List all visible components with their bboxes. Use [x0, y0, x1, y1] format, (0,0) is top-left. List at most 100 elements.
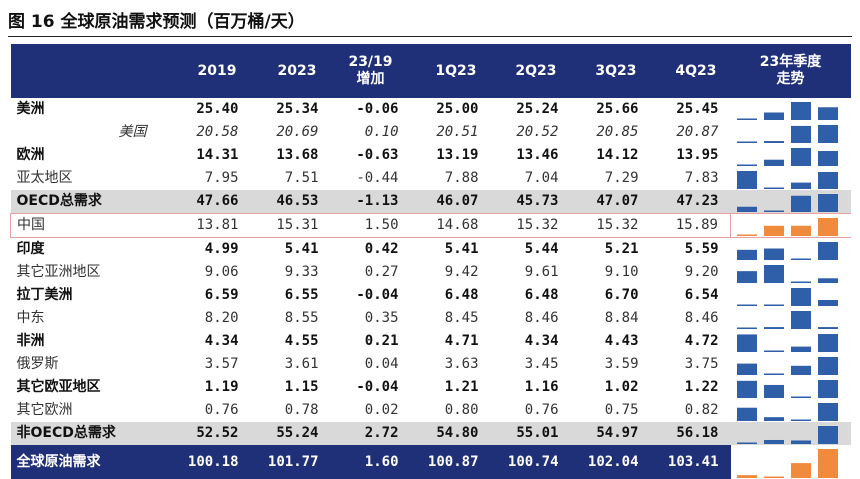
cell-change: 2.72 [330, 422, 411, 445]
cell-3q23: 8.84 [604, 310, 639, 326]
cell-2019: 13.81 [172, 213, 251, 238]
table-body: 美洲 25.40 25.34 -0.06 25.00 25.24 25.66 25.45 美国 2… [10, 98, 851, 479]
cell-1q23: 20.51 [436, 124, 479, 140]
trend-sparkline [736, 380, 838, 398]
row-label: 其它欧亚地区 [16, 379, 101, 395]
table-row: 全球原油需求 100.18 101.77 1.60 100.87 100.74 102.04… [10, 445, 851, 479]
cell-4q23: 9.20 [684, 264, 719, 280]
cell-1q23: 13.19 [436, 147, 479, 163]
cell-2q23: 9.61 [524, 264, 559, 280]
row-label: 中国 [10, 213, 173, 238]
cell-1q23: 46.07 [410, 190, 491, 214]
cell-change: 1.50 [330, 213, 411, 238]
cell-3q23: 9.10 [604, 264, 639, 280]
table-row: OECD总需求 47.66 46.53 -1.13 46.07 45.73 47.07 47.… [10, 190, 851, 214]
cell-3q23: 102.04 [570, 445, 651, 479]
cell-trend [731, 307, 851, 330]
trend-bar-q3 [790, 182, 811, 189]
trend-bar-q4 [817, 403, 838, 421]
cell-2023: 4.55 [284, 333, 319, 349]
cell-2019: 4.34 [204, 333, 239, 349]
cell-2019: 9.06 [204, 264, 239, 280]
trend-bar-q2 [763, 384, 784, 398]
trend-bar-q2 [763, 327, 784, 329]
cell-trend [731, 284, 851, 307]
trend-bar-q3 [790, 346, 811, 352]
cell-2q23: 6.48 [524, 287, 559, 303]
row-label: 欧洲 [16, 147, 45, 163]
trend-bar-q2 [763, 373, 784, 375]
cell-2019: 7.95 [204, 170, 239, 186]
cell-1q23: 14.68 [410, 213, 491, 238]
trend-bar-q3 [790, 102, 811, 120]
cell-change: -0.04 [356, 379, 399, 395]
cell-2023: 15.31 [250, 213, 331, 238]
trend-bar-q3 [790, 148, 811, 166]
cell-2q23: 15.32 [490, 213, 571, 238]
trend-bar-q4 [817, 334, 838, 352]
cell-1q23: 25.00 [436, 101, 479, 117]
table-row: 拉丁美洲 6.59 6.55 -0.04 6.48 6.48 6.70 6.54 [11, 284, 851, 307]
cell-4q23: 1.22 [684, 379, 719, 395]
cell-4q23: 103.41 [650, 445, 731, 479]
row-label: 中东 [16, 310, 45, 326]
trend-bar-q1 [736, 271, 757, 283]
cell-2019: 1.19 [204, 379, 239, 395]
cell-1q23: 8.45 [444, 310, 479, 326]
cell-4q23: 6.54 [684, 287, 719, 303]
cell-2023: 7.51 [284, 170, 319, 186]
cell-3q23: 14.12 [596, 147, 639, 163]
cell-trend [731, 376, 851, 399]
cell-2023: 9.33 [284, 264, 319, 280]
trend-bar-q1 [736, 475, 757, 478]
row-label: 俄罗斯 [16, 356, 59, 372]
trend-bar-q4 [817, 151, 838, 166]
trend-bar-q3 [790, 258, 811, 260]
cell-3q23: 54.97 [570, 422, 651, 445]
cell-4q23: 8.46 [684, 310, 719, 326]
cell-1q23: 3.63 [444, 356, 479, 372]
cell-1q23: 7.88 [444, 170, 479, 186]
trend-bar-q3 [791, 225, 811, 236]
trend-bar-q1 [737, 234, 757, 236]
trend-bar-q4 [817, 125, 838, 143]
cell-4q23: 47.23 [650, 190, 731, 214]
cell-3q23: 25.66 [596, 101, 639, 117]
cell-3q23: 4.43 [604, 333, 639, 349]
cell-2019: 100.18 [172, 445, 251, 479]
cell-4q23: 15.89 [650, 213, 731, 238]
cell-2q23: 20.52 [516, 124, 559, 140]
cell-2q23: 3.45 [524, 356, 559, 372]
row-label: 美洲 [16, 101, 45, 117]
header-trend-line2: 走势 [776, 71, 805, 87]
table-row: 中国 13.81 15.31 1.50 14.68 15.32 15.32 15.89 [10, 213, 851, 238]
trend-bar-q3 [790, 365, 811, 375]
cell-change: -0.06 [356, 101, 399, 117]
cell-2023: 55.24 [250, 422, 331, 445]
row-label: OECD总需求 [10, 190, 173, 214]
trend-bar-q1 [736, 206, 757, 212]
cell-2019: 47.66 [172, 190, 251, 214]
cell-1q23: 4.71 [444, 333, 479, 349]
trend-bar-q2 [764, 225, 784, 236]
trend-bar-q4 [817, 327, 838, 329]
trend-bar-q2 [763, 210, 784, 212]
trend-bar-q4 [818, 218, 838, 236]
trend-sparkline [736, 288, 838, 306]
trend-bar-q4 [817, 278, 838, 283]
header-2q23: 2Q23 [490, 44, 571, 98]
cell-2q23: 25.24 [516, 101, 559, 117]
cell-2023: 46.53 [250, 190, 331, 214]
cell-1q23: 0.80 [444, 402, 479, 418]
trend-bar-q2 [763, 141, 784, 143]
header-4q23: 4Q23 [650, 44, 731, 98]
row-label: 非洲 [16, 333, 45, 349]
cell-2019: 3.57 [204, 356, 239, 372]
row-label: 亚太地区 [16, 170, 73, 186]
table-row: 中东 8.20 8.55 0.35 8.45 8.46 8.84 8.46 [11, 307, 851, 330]
cell-2023: 20.69 [276, 124, 319, 140]
figure-title-bar: 图 16 全球原油需求预测（百万桶/天） [8, 10, 852, 37]
cell-2019: 25.40 [196, 101, 239, 117]
trend-bar-q1 [736, 442, 757, 444]
trend-sparkline [736, 311, 838, 329]
